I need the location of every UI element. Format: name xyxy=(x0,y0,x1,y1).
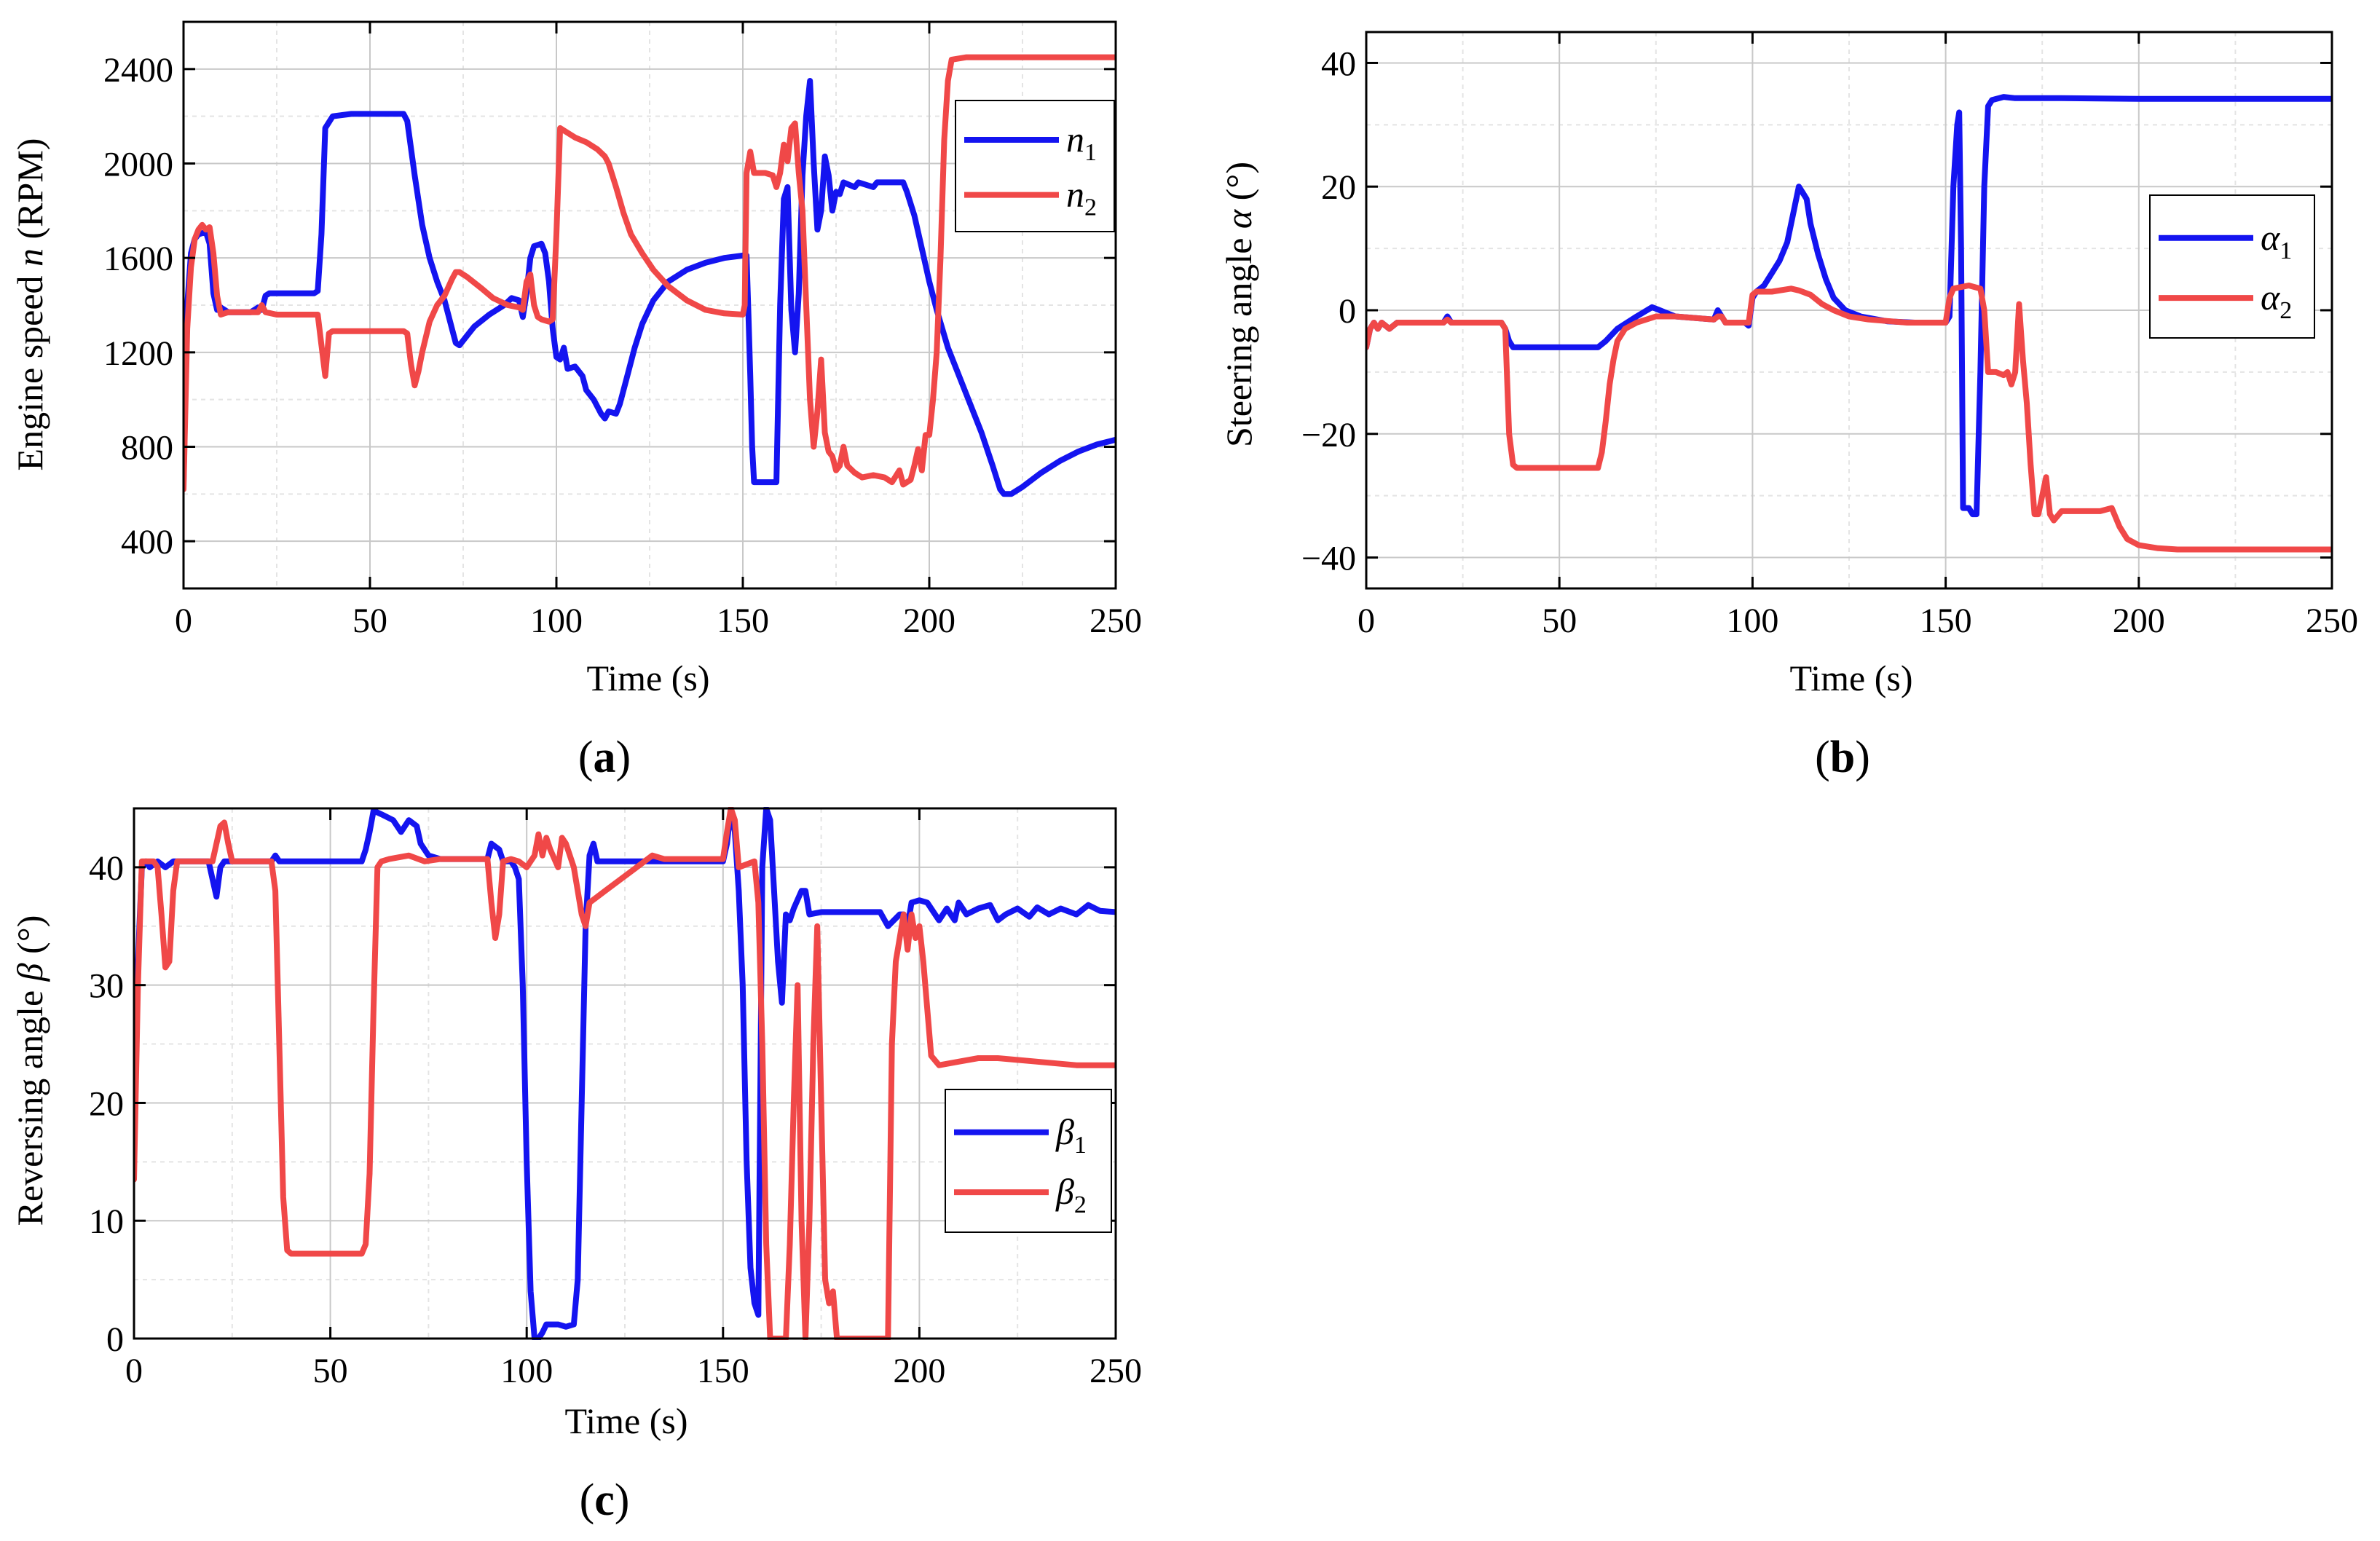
plot-frame xyxy=(182,20,1117,590)
plot-frame xyxy=(133,807,1117,1340)
y-tick-label: 1600 xyxy=(103,240,173,278)
x-tick-label: 200 xyxy=(893,1352,945,1390)
panel-label-a: (a) xyxy=(578,733,631,782)
x-tick-label: 250 xyxy=(1089,602,1142,640)
y-tick-label: −40 xyxy=(1301,540,1356,578)
legend-label-sub: 1 xyxy=(1074,1132,1087,1159)
legend-label-sub: 1 xyxy=(1084,139,1097,166)
x-tick-label: 50 xyxy=(313,1352,348,1390)
x-tick-label: 250 xyxy=(2306,602,2358,640)
y-tick-label: 30 xyxy=(89,967,124,1006)
legend-label-main: n xyxy=(1066,174,1084,215)
y-tick-label: 20 xyxy=(1321,168,1356,207)
y-tick-label: 20 xyxy=(89,1084,124,1123)
x-tick-label: 0 xyxy=(1358,602,1375,640)
legend-label-sub: 2 xyxy=(1074,1191,1087,1218)
x-tick-label: 100 xyxy=(500,1352,553,1390)
y-axis-title-prefix-a: Engine speed xyxy=(9,267,50,470)
panel-label-letter-b: b xyxy=(1830,733,1855,782)
x-tick-label: 200 xyxy=(903,602,955,640)
series-line-n2 xyxy=(184,54,1116,492)
series-line-α2 xyxy=(1366,283,2332,553)
y-axis-title-suffix-c: (°) xyxy=(9,915,50,963)
y-axis-title-suffix-b: (°) xyxy=(1218,162,1259,210)
plot-series-b xyxy=(1366,94,2332,553)
legend-label-β2: β2 xyxy=(1055,1171,1087,1218)
x-tick-label: 50 xyxy=(1542,602,1577,640)
legend-label-sub: 2 xyxy=(1084,194,1097,221)
y-tick-label: 2000 xyxy=(103,146,173,184)
y-tick-label: 800 xyxy=(121,429,173,468)
y-tick-label: −20 xyxy=(1301,416,1356,454)
x-tick-label: 200 xyxy=(2113,602,2165,640)
legend-box xyxy=(945,1089,1112,1233)
plot-frame-a xyxy=(182,20,1117,590)
x-tick-label: 100 xyxy=(1726,602,1778,640)
y-tick-label: 40 xyxy=(1321,44,1356,83)
y-axis-title-var-c: β xyxy=(9,963,50,982)
legend-label-main: β xyxy=(1055,1171,1074,1212)
legend-label-main: α xyxy=(2261,217,2281,258)
x-tick-label: 0 xyxy=(125,1352,143,1390)
legend-label-main: n xyxy=(1066,119,1084,159)
x-axis-title-b: Time (s) xyxy=(1789,658,1912,698)
y-axis-title-a: Engine speed n (RPM) xyxy=(9,138,50,471)
legend-label-sub: 2 xyxy=(2279,297,2292,324)
legend-label-n1: n1 xyxy=(1066,119,1097,166)
panel-label-b: (b) xyxy=(1815,733,1870,782)
x-tick-label: 250 xyxy=(1089,1352,1142,1390)
legend-label-main: β xyxy=(1055,1111,1074,1152)
series-line-β2 xyxy=(134,807,1116,1340)
legend-label-α2: α2 xyxy=(2261,277,2292,324)
y-axis-title-prefix-b: Steering angle xyxy=(1218,229,1259,447)
x-tick-label: 150 xyxy=(1920,602,1972,640)
axis-ticks-c: 0 50 100 150 200 250 0 10 20 30 40 xyxy=(89,808,1142,1390)
plot-series-a xyxy=(184,54,1116,497)
plot-frame-c xyxy=(133,807,1117,1340)
y-tick-label: 40 xyxy=(89,849,124,888)
axis-ticks-b: 0 50 100 150 200 250 −40 −20 0 20 40 xyxy=(1301,32,2358,640)
y-axis-title-suffix-a: (RPM) xyxy=(9,138,50,248)
x-tick-label: 150 xyxy=(697,1352,749,1390)
panel-label-letter-c: c xyxy=(594,1475,615,1525)
y-axis-title-b: Steering angle α (°) xyxy=(1218,162,1259,447)
y-axis-title-prefix-c: Reversing angle xyxy=(9,981,50,1226)
plot-series-c xyxy=(134,807,1116,1340)
legend-label-β1: β1 xyxy=(1055,1111,1087,1159)
y-tick-label: 10 xyxy=(89,1202,124,1241)
x-tick-label: 0 xyxy=(175,602,192,640)
panel-label-letter-a: a xyxy=(594,733,616,782)
legend-label-α1: α1 xyxy=(2261,217,2292,264)
x-axis-title-c: Time (s) xyxy=(564,1400,687,1441)
legend-label-sub: 1 xyxy=(2279,237,2292,264)
series-line-n1 xyxy=(184,78,1116,497)
y-tick-label: 0 xyxy=(106,1320,124,1359)
chart-panel-c: 0 50 100 150 200 250 0 10 20 30 40 Time (s) Revers… xyxy=(9,807,1142,1525)
y-axis-title-var-a: n xyxy=(9,248,50,267)
y-tick-label: 1200 xyxy=(103,334,173,373)
axis-ticks-a: 0 50 100 150 200 250 400 800 1200 1600 2000 2400 xyxy=(103,22,1142,640)
y-axis-title-var-b: α xyxy=(1218,208,1259,229)
y-tick-label: 400 xyxy=(121,523,173,561)
chart-panel-b: 0 50 100 150 200 250 −40 −20 0 20 40 Time (s) Stee… xyxy=(1218,31,2358,782)
legend-label-n2: n2 xyxy=(1066,174,1097,221)
y-tick-label: 0 xyxy=(1339,292,1356,331)
legend-box xyxy=(955,100,1115,232)
legend-box xyxy=(2149,194,2315,339)
series-line-β1 xyxy=(134,807,1116,1340)
y-axis-title-c: Reversing angle β (°) xyxy=(9,915,50,1226)
x-tick-label: 100 xyxy=(530,602,583,640)
y-tick-label: 2400 xyxy=(103,51,173,90)
legend-label-main: α xyxy=(2261,277,2281,318)
x-tick-label: 150 xyxy=(717,602,769,640)
chart-panel-a: 0 50 100 150 200 250 400 800 1200 1600 2000 2400 Ti… xyxy=(9,20,1142,782)
x-axis-title-a: Time (s) xyxy=(586,658,709,698)
panel-label-c: (c) xyxy=(580,1475,630,1525)
x-tick-label: 50 xyxy=(352,602,387,640)
